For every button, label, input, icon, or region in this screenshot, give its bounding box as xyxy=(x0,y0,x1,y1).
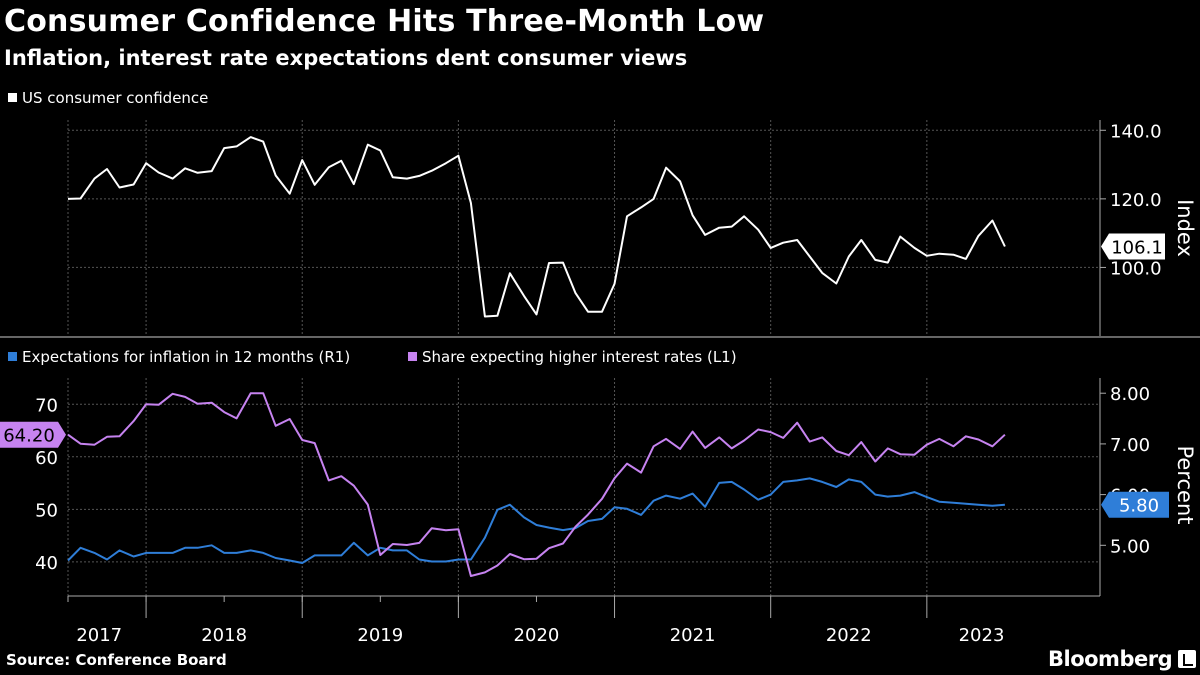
x-tick-label: 2022 xyxy=(826,625,872,646)
bottom-left-tick-label: 40 xyxy=(35,553,58,574)
x-tick-label: 2023 xyxy=(959,625,1005,646)
legend-label-confidence: US consumer confidence xyxy=(22,89,208,107)
confidence-last-value-tag-text: 106.1 xyxy=(1111,238,1163,259)
series-line-consumer-confidence xyxy=(67,136,1006,318)
x-axis: 2017 2018 2019 2020 2021 2022 2023 xyxy=(67,595,1100,646)
bottom-left-tick-label: 50 xyxy=(35,500,58,521)
x-tick-label: 2019 xyxy=(357,625,403,646)
source-note: Source: Conference Board xyxy=(6,651,227,669)
series-line-inflation-expectations xyxy=(67,477,1005,564)
rates-last-value-tag: 64.20 xyxy=(0,421,66,448)
bottom-right-tick-label: 7.00 xyxy=(1110,435,1150,456)
chart-icon xyxy=(1178,650,1196,668)
top-series-layer xyxy=(67,136,1006,318)
bottom-left-tick-label: 70 xyxy=(35,395,58,416)
legend-swatch-rates xyxy=(408,352,417,361)
bottom-right-tick-label: 8.00 xyxy=(1110,384,1150,405)
legend-swatch-confidence xyxy=(8,93,17,102)
rates-last-value-tag-text: 64.20 xyxy=(3,426,55,447)
top-y-axis: 140.0 120.0 100.0 xyxy=(1099,120,1162,336)
brand-logo-text: Bloomberg xyxy=(1048,647,1173,671)
top-panel: 140.0 120.0 100.0 US consumer confidence I… xyxy=(8,89,1197,336)
confidence-last-value-tag: 106.1 xyxy=(1101,233,1165,260)
bottom-right-y-axis: 8.007.006.005.00 xyxy=(1099,378,1150,596)
bottom-gridlines xyxy=(67,378,1100,596)
bottom-left-y-axis: 70 60 50 40 xyxy=(35,395,58,574)
series-line-higher-rates xyxy=(67,392,1006,577)
legend-label-inflation: Expectations for inflation in 12 months … xyxy=(22,348,350,366)
inflation-last-value-tag-text: 5.80 xyxy=(1119,496,1159,517)
bottom-right-tick-label: 5.00 xyxy=(1110,536,1150,557)
top-last-value-label: 106.1 xyxy=(1101,233,1165,260)
chart-title: Consumer Confidence Hits Three-Month Low xyxy=(4,4,765,39)
inflation-last-value-tag: 5.80 xyxy=(1101,491,1169,518)
legend-swatch-inflation xyxy=(8,352,17,361)
x-tick-label: 2020 xyxy=(514,625,560,646)
x-tick-label: 2017 xyxy=(76,625,122,646)
top-ylabel: Index xyxy=(1173,199,1197,257)
top-gridlines xyxy=(67,120,1100,336)
bottom-ylabel: Percent xyxy=(1173,445,1197,524)
top-y-tick-label: 140.0 xyxy=(1110,121,1162,142)
x-tick-label: 2018 xyxy=(201,625,247,646)
top-y-tick-label: 120.0 xyxy=(1110,190,1162,211)
chart-subtitle: Inflation, interest rate expectations de… xyxy=(4,46,688,70)
bottom-series-layer xyxy=(67,392,1006,577)
x-tick-label: 2021 xyxy=(670,625,716,646)
bottom-left-tick-label: 60 xyxy=(35,448,58,469)
legend-label-rates: Share expecting higher interest rates (L… xyxy=(422,348,737,366)
bottom-last-value-labels: 5.80 64.20 xyxy=(0,421,1169,518)
top-y-tick-label: 100.0 xyxy=(1110,258,1162,279)
